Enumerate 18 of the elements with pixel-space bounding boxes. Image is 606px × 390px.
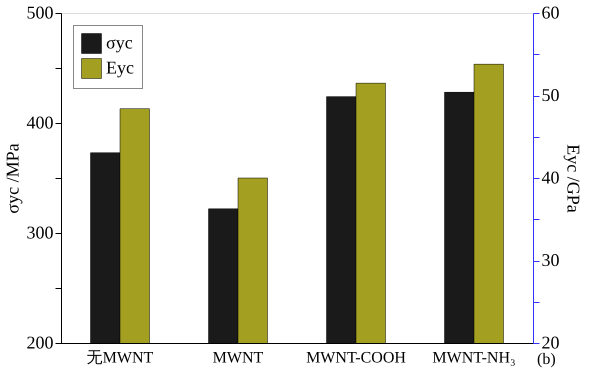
- x-tick-label: 无MWNT: [86, 350, 154, 366]
- y-tick-label: 300: [26, 222, 54, 242]
- y2-tick-label: 50: [542, 85, 560, 105]
- y-tick-label: 500: [26, 2, 54, 22]
- y2-tick-label: 40: [542, 168, 560, 188]
- legend-label: Eyc: [106, 58, 134, 78]
- y-tick-label: 400: [26, 112, 54, 132]
- y-tick-label: 200: [26, 332, 54, 352]
- y2-tick-label: 20: [542, 332, 560, 352]
- x-tick-label: MWNT: [212, 350, 264, 366]
- x-tick-label: MWNT-COOH: [306, 350, 406, 366]
- y2-axis-title: Eyc /GPa: [564, 144, 584, 213]
- legend-label: σyc: [106, 32, 133, 52]
- y-axis-title: σyc /MPa: [2, 143, 22, 214]
- text: (b): [537, 351, 556, 368]
- y2-tick-label: 30: [542, 250, 560, 270]
- y2-tick-label: 60: [542, 2, 560, 22]
- x-tick-label: MWNT-NH₃: [432, 350, 516, 366]
